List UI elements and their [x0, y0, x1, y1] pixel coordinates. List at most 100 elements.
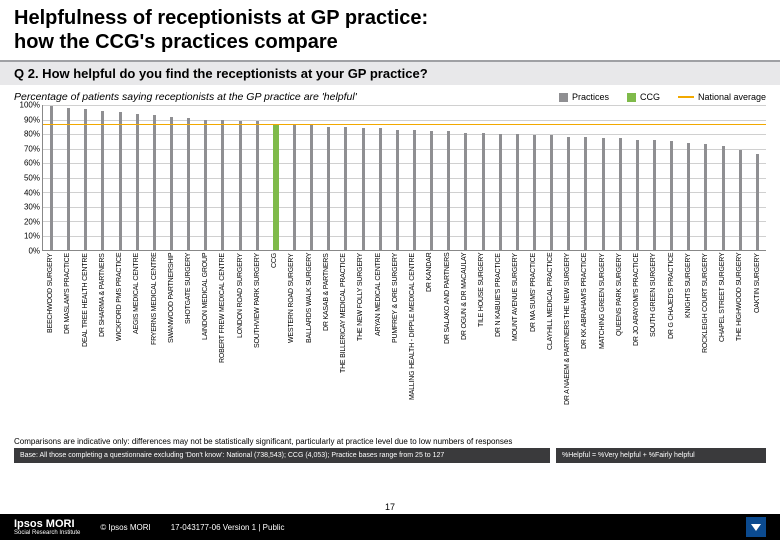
- ipsos-block: Ipsos MORI Social Research Institute: [14, 518, 80, 536]
- x-label: QUEENS PARK SURGERY: [616, 253, 623, 431]
- base-row: Base: All those completing a questionnai…: [0, 448, 780, 465]
- bar: [413, 130, 416, 250]
- bar: [221, 120, 224, 251]
- base-right: %Helpful = %Very helpful + %Fairly helpf…: [556, 448, 766, 463]
- legend-nat-label: National average: [698, 92, 766, 102]
- bar: [170, 117, 173, 250]
- bar: [516, 134, 519, 250]
- x-label: DR KASAB & PARTNERS: [323, 253, 330, 431]
- base-left: Base: All those completing a questionnai…: [14, 448, 550, 463]
- bar: [464, 133, 467, 250]
- x-label: BEECHWOOD SURGERY: [47, 253, 54, 431]
- x-label: WICKFORD PMS PRACTICE: [116, 253, 123, 431]
- page-number: 17: [385, 502, 395, 512]
- bar: [687, 143, 690, 250]
- x-label: DR N KABUIE'S PRACTICE: [495, 253, 502, 431]
- x-label: DR A NAEEM & PARTNERS THE NEW SURGERY: [564, 253, 571, 431]
- y-tick: 0%: [28, 247, 40, 256]
- bar: [533, 135, 536, 250]
- y-tick: 10%: [24, 232, 40, 241]
- x-label: ARYAN MEDICAL CENTRE: [375, 253, 382, 431]
- title-line-1: Helpfulness of receptionists at GP pract…: [14, 7, 428, 29]
- x-label: SOUTHVIEW PARK SURGERY: [254, 253, 261, 431]
- footer-bar: Ipsos MORI Social Research Institute © I…: [0, 514, 780, 540]
- x-label: DR KK ABRAHAM'S PRACTICE: [581, 253, 588, 431]
- bar: [584, 137, 587, 250]
- x-label: DR OGUN & DR MACAULAY: [461, 253, 468, 431]
- reference: 17-043177-06 Version 1 | Public: [171, 523, 285, 532]
- x-label: DR MA SUMS' PRACTICE: [530, 253, 537, 431]
- y-tick: 80%: [24, 130, 40, 139]
- title-line-2: how the CCG's practices compare: [14, 31, 338, 53]
- x-label: SOUTH GREEN SURGERY: [650, 253, 657, 431]
- y-tick: 90%: [24, 115, 40, 124]
- bar: [739, 150, 742, 250]
- x-label: LAINDON MEDICAL GROUP: [202, 253, 209, 431]
- x-label: TILE HOUSE SURGERY: [478, 253, 485, 431]
- legend-practices-label: Practices: [572, 92, 609, 102]
- x-label: SHOTGATE SURGERY: [185, 253, 192, 431]
- x-label: OAKTIN SURGERY: [754, 253, 761, 431]
- title-block: Helpfulness of receptionists at GP pract…: [0, 0, 780, 58]
- bar: [344, 127, 347, 250]
- y-tick: 20%: [24, 217, 40, 226]
- bar: [499, 134, 502, 250]
- y-tick: 70%: [24, 144, 40, 153]
- x-label: DEAL TREE HEALTH CENTRE: [82, 253, 89, 431]
- x-label: CHAPEL STREET SURGERY: [719, 253, 726, 431]
- bar: [722, 146, 725, 250]
- bar: [136, 114, 139, 250]
- footnote: Comparisons are indicative only: differe…: [0, 431, 780, 448]
- y-axis: 0%10%20%30%40%50%60%70%80%90%100%: [14, 105, 42, 251]
- copyright: © Ipsos MORI: [100, 523, 150, 532]
- bar: [567, 137, 570, 250]
- x-axis-labels: BEECHWOOD SURGERY DR MASLAM'S PRACTICE DEA…: [42, 253, 766, 431]
- x-label: DR JO ARAYOMI'S PRACTICE: [633, 253, 640, 431]
- x-label: THE NEW FOLLY SURGERY: [357, 253, 364, 431]
- x-label: AEGIS MEDICAL CENTRE: [133, 253, 140, 431]
- x-label: DR KANDAR: [426, 253, 433, 431]
- legend-ccg-label: CCG: [640, 92, 660, 102]
- bar: [153, 115, 156, 250]
- legend-practices-swatch: [559, 93, 568, 102]
- ipsos-logo-text: Ipsos MORI: [14, 518, 75, 530]
- download-icon[interactable]: [746, 517, 766, 537]
- x-label: CLAYHILL MEDICAL PRACTICE: [547, 253, 554, 431]
- bar: [602, 138, 605, 250]
- x-label: MATCHING GREEN SURGERY: [599, 253, 606, 431]
- x-label: MALLING HEALTH - DIPPLE MEDICAL CENTRE: [409, 253, 416, 431]
- bar: [101, 111, 104, 250]
- x-label: MOUNT AVENUE SURGERY: [512, 253, 519, 431]
- subhead-text: Percentage of patients saying receptioni…: [14, 91, 357, 103]
- x-label: KNIGHTS SURGERY: [685, 253, 692, 431]
- bar: [670, 141, 673, 250]
- ipsos-sub: Social Research Institute: [14, 530, 80, 536]
- bar: [430, 131, 433, 250]
- bar: [756, 154, 759, 250]
- bar: [327, 127, 330, 250]
- y-tick: 50%: [24, 174, 40, 183]
- bar: [550, 135, 553, 250]
- x-label: DR G CHAJED'S PRACTICE: [668, 253, 675, 431]
- legend-nat-swatch: [678, 96, 694, 98]
- bar: [482, 133, 485, 250]
- bar: [619, 138, 622, 250]
- legend-ccg-swatch: [627, 93, 636, 102]
- bar: [273, 124, 279, 250]
- bar: [119, 112, 122, 250]
- x-label: DR MASLAM'S PRACTICE: [64, 253, 71, 431]
- bar: [447, 131, 450, 250]
- x-label: THE HIGHWOOD SURGERY: [736, 253, 743, 431]
- national-avg-line: [43, 124, 766, 126]
- x-label: WESTERN ROAD SURGERY: [288, 253, 295, 431]
- page-title: Helpfulness of receptionists at GP pract…: [14, 6, 766, 54]
- x-label: BALLARDS WALK SURGERY: [306, 253, 313, 431]
- legend: Practices CCG National average: [559, 92, 766, 102]
- bar: [204, 120, 207, 251]
- bar: [396, 130, 399, 250]
- x-label: ROBERT FREW MEDICAL CENTRE: [219, 253, 226, 431]
- y-tick: 30%: [24, 203, 40, 212]
- bars-container: [43, 105, 766, 250]
- bar: [67, 108, 70, 250]
- x-label: FRYERNS MEDICAL CENTRE: [151, 253, 158, 431]
